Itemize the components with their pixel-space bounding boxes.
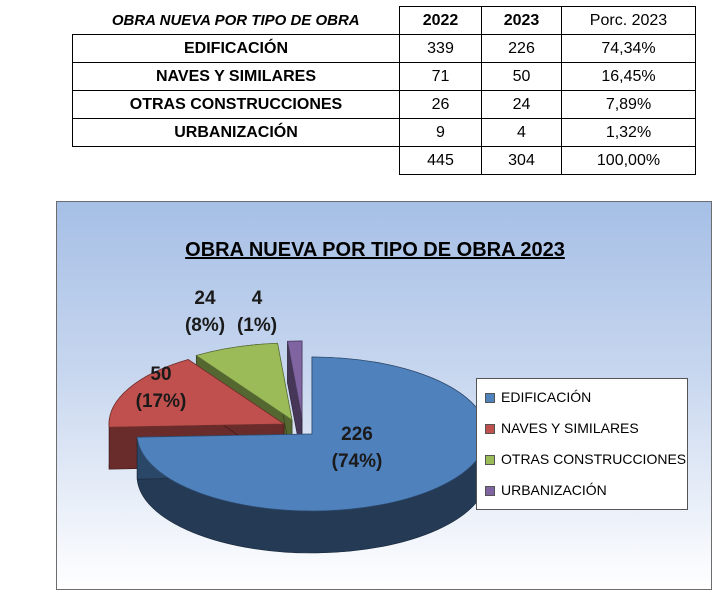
legend-item: EDIFICACIÓN — [485, 389, 591, 405]
cell-2023: 4 — [481, 118, 562, 147]
cell-2023: 24 — [481, 90, 562, 119]
pie-slices — [108, 340, 488, 554]
pie-chart-canvas: OBRA NUEVA POR TIPO DE OBRA 2023 226 (74%… — [108, 239, 565, 554]
data-label-value: 50 — [150, 364, 171, 385]
cell-percent: 74,34% — [561, 34, 696, 63]
data-label-percent: (1%) — [237, 315, 277, 336]
row-label: OTRAS CONSTRUCCIONES — [72, 90, 400, 119]
data-table: OBRA NUEVA POR TIPO DE OBRA 2022 2023 Po… — [72, 6, 696, 175]
header-2022: 2022 — [399, 6, 482, 35]
cell-percent: 16,45% — [561, 62, 696, 91]
header-2023: 2023 — [481, 6, 562, 35]
chart-title: OBRA NUEVA POR TIPO DE OBRA 2023 — [185, 239, 565, 261]
total-2022: 445 — [399, 146, 482, 175]
table-total-row: 445 304 100,00% — [73, 146, 696, 175]
pie-chart: OBRA NUEVA POR TIPO DE OBRA 2023 226 (74%… — [56, 201, 712, 590]
legend-item: URBANIZACIÓN — [485, 482, 607, 498]
cell-percent: 1,32% — [561, 118, 696, 147]
legend-swatch — [485, 393, 495, 404]
table-row: URBANIZACIÓN 9 4 1,32% — [72, 118, 696, 147]
data-label-percent: (17%) — [136, 391, 187, 412]
legend-label: NAVES Y SIMILARES — [501, 420, 639, 436]
legend-label: URBANIZACIÓN — [501, 482, 607, 498]
table-title: OBRA NUEVA POR TIPO DE OBRA — [111, 11, 360, 29]
cell-2023: 226 — [481, 34, 562, 63]
row-label: NAVES Y SIMILARES — [72, 62, 400, 91]
legend-swatch — [485, 424, 495, 435]
legend-item: OTRAS CONSTRUCCIONES — [485, 451, 686, 467]
table-header-row: OBRA NUEVA POR TIPO DE OBRA 2022 2023 Po… — [73, 6, 696, 35]
table-row: NAVES Y SIMILARES 71 50 16,45% — [72, 62, 696, 91]
cell-2022: 339 — [399, 34, 482, 63]
legend-swatch — [485, 455, 495, 466]
data-label-percent: (8%) — [185, 315, 225, 336]
table-row: OTRAS CONSTRUCCIONES 26 24 7,89% — [72, 90, 696, 119]
pie-slice-urbanizaci-n — [287, 340, 303, 419]
row-label: EDIFICACIÓN — [72, 34, 400, 63]
table-row: EDIFICACIÓN 339 226 74,34% — [72, 34, 696, 63]
chart-legend: EDIFICACIÓN NAVES Y SIMILARES OTRAS CONSTR… — [476, 378, 688, 510]
legend-label: OTRAS CONSTRUCCIONES — [501, 451, 687, 467]
cell-2022: 9 — [399, 118, 482, 147]
data-label-value: 4 — [252, 288, 263, 309]
pie-slice-edificaci-n — [136, 356, 488, 512]
legend-item: NAVES Y SIMILARES — [485, 420, 639, 436]
header-percent-2023: Porc. 2023 — [561, 6, 696, 35]
cell-percent: 7,89% — [561, 90, 696, 119]
row-label: URBANIZACIÓN — [72, 118, 400, 147]
legend-label: EDIFICACIÓN — [501, 389, 592, 405]
data-labels: 226 (74%) 50 (17%) 24 (8%) 4 (1%) — [136, 288, 383, 472]
cell-2022: 71 — [399, 62, 482, 91]
cell-2023: 50 — [481, 62, 562, 91]
total-2023: 304 — [481, 146, 562, 175]
empty-cell — [73, 147, 400, 175]
data-label-value: 24 — [194, 288, 216, 309]
cell-2022: 26 — [399, 90, 482, 119]
data-label-percent: (74%) — [332, 451, 383, 472]
total-percent: 100,00% — [561, 146, 696, 175]
data-label-value: 226 — [341, 424, 373, 445]
legend-swatch — [485, 486, 495, 497]
pie-slice-naves-y-similares — [108, 359, 286, 428]
pie-slice-otras-construcciones — [195, 342, 293, 421]
